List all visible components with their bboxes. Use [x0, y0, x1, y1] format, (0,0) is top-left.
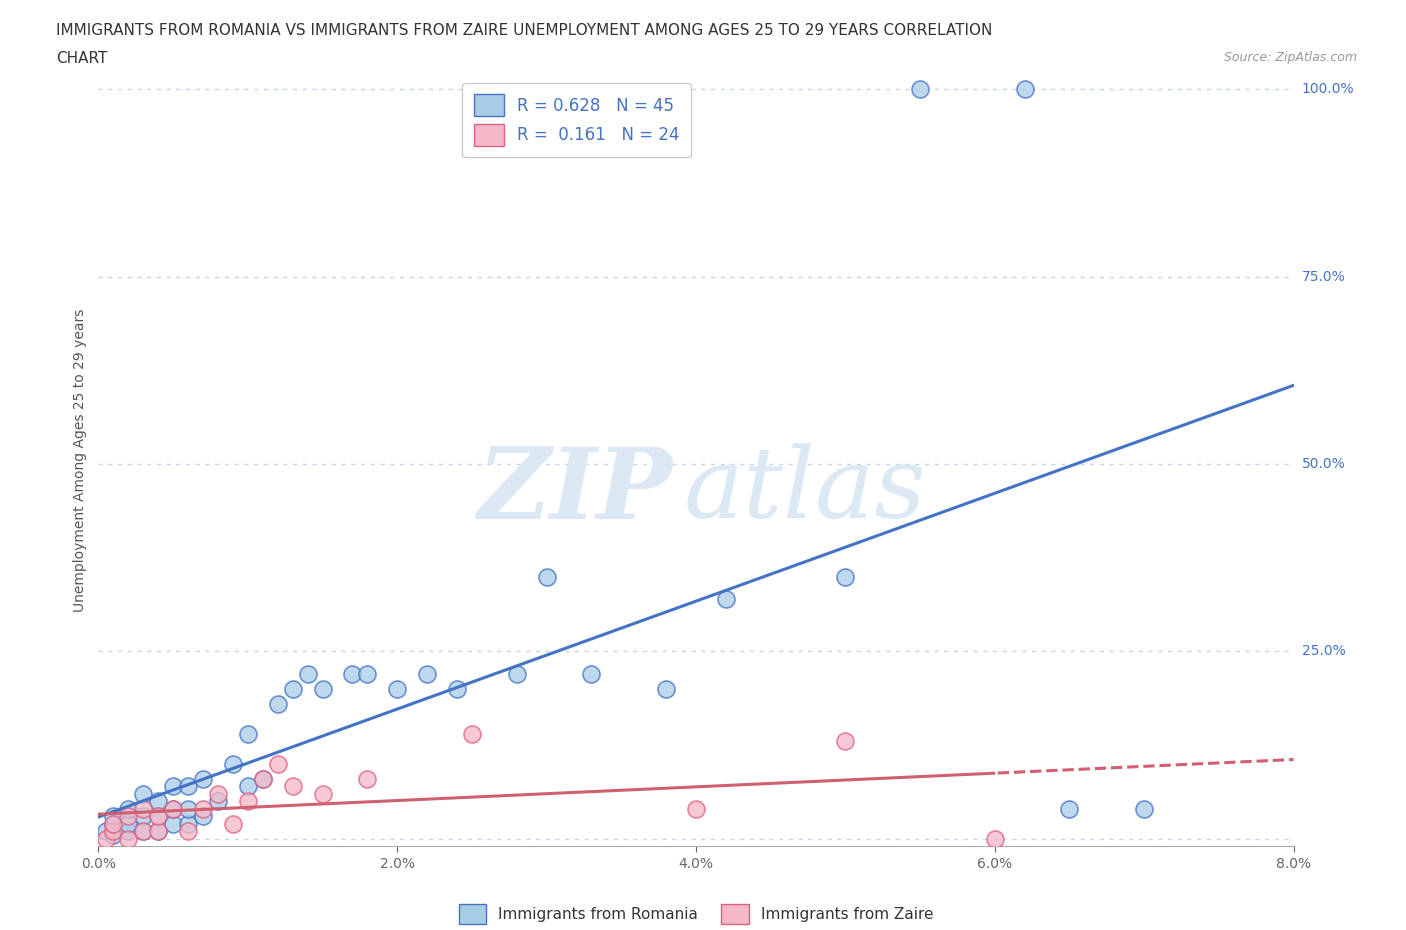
Point	[132, 824, 155, 839]
Text: 25.0%: 25.0%	[1302, 644, 1346, 658]
Point	[236, 726, 259, 741]
Point	[94, 831, 117, 846]
Point	[117, 824, 139, 839]
Point	[132, 809, 155, 824]
Point	[581, 667, 603, 682]
Point	[506, 667, 529, 682]
Text: ZIP: ZIP	[477, 443, 672, 539]
Point	[207, 787, 229, 802]
Legend: Immigrants from Romania, Immigrants from Zaire: Immigrants from Romania, Immigrants from…	[451, 897, 941, 930]
Text: 100.0%: 100.0%	[1302, 83, 1354, 97]
Point	[267, 756, 290, 771]
Point	[655, 682, 678, 697]
Point	[236, 779, 259, 794]
Point	[132, 824, 155, 839]
Point	[252, 771, 274, 786]
Point	[117, 809, 139, 824]
Point	[191, 771, 214, 786]
Y-axis label: Unemployment Among Ages 25 to 29 years: Unemployment Among Ages 25 to 29 years	[73, 309, 87, 612]
Point	[267, 697, 290, 711]
Point	[177, 802, 200, 817]
Point	[148, 809, 170, 824]
Point	[103, 828, 125, 843]
Point	[834, 569, 856, 584]
Point	[461, 726, 484, 741]
Text: 75.0%: 75.0%	[1302, 270, 1346, 284]
Point	[252, 771, 274, 786]
Point	[1133, 802, 1156, 817]
Point	[207, 794, 229, 809]
Point	[356, 771, 378, 786]
Point	[356, 667, 378, 682]
Point	[117, 831, 139, 846]
Point	[714, 591, 737, 606]
Point	[132, 787, 155, 802]
Point	[342, 667, 364, 682]
Point	[311, 787, 333, 802]
Point	[281, 682, 304, 697]
Point	[1014, 82, 1036, 97]
Point	[191, 809, 214, 824]
Point	[162, 802, 184, 817]
Text: atlas: atlas	[685, 444, 927, 538]
Point	[94, 824, 117, 839]
Point	[191, 802, 214, 817]
Point	[162, 802, 184, 817]
Point	[162, 817, 184, 831]
Point	[281, 779, 304, 794]
Point	[834, 734, 856, 749]
Point	[311, 682, 333, 697]
Point	[148, 824, 170, 839]
Point	[103, 817, 125, 831]
Point	[177, 824, 200, 839]
Text: IMMIGRANTS FROM ROMANIA VS IMMIGRANTS FROM ZAIRE UNEMPLOYMENT AMONG AGES 25 TO 2: IMMIGRANTS FROM ROMANIA VS IMMIGRANTS FR…	[56, 23, 993, 38]
Point	[177, 817, 200, 831]
Point	[385, 682, 409, 697]
Text: 50.0%: 50.0%	[1302, 458, 1346, 472]
Point	[236, 794, 259, 809]
Point	[177, 779, 200, 794]
Point	[103, 809, 125, 824]
Point	[132, 802, 155, 817]
Point	[103, 824, 125, 839]
Point	[984, 831, 1007, 846]
Point	[446, 682, 468, 697]
Point	[148, 809, 170, 824]
Point	[416, 667, 439, 682]
Point	[222, 817, 245, 831]
Point	[1059, 802, 1081, 817]
Point	[685, 802, 707, 817]
Point	[148, 824, 170, 839]
Point	[162, 779, 184, 794]
Point	[117, 817, 139, 831]
Point	[536, 569, 558, 584]
Point	[103, 817, 125, 831]
Text: CHART: CHART	[56, 51, 108, 66]
Point	[222, 756, 245, 771]
Point	[148, 794, 170, 809]
Point	[117, 802, 139, 817]
Text: Source: ZipAtlas.com: Source: ZipAtlas.com	[1223, 51, 1357, 64]
Point	[297, 667, 319, 682]
Point	[908, 82, 931, 97]
